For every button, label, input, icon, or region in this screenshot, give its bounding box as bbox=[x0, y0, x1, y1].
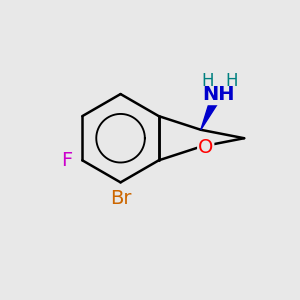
Text: Br: Br bbox=[110, 189, 131, 208]
Text: F: F bbox=[61, 151, 72, 170]
Text: NH: NH bbox=[202, 85, 235, 104]
Polygon shape bbox=[201, 92, 223, 130]
Text: O: O bbox=[198, 138, 213, 157]
Text: H: H bbox=[202, 72, 214, 90]
Text: H: H bbox=[225, 72, 238, 90]
